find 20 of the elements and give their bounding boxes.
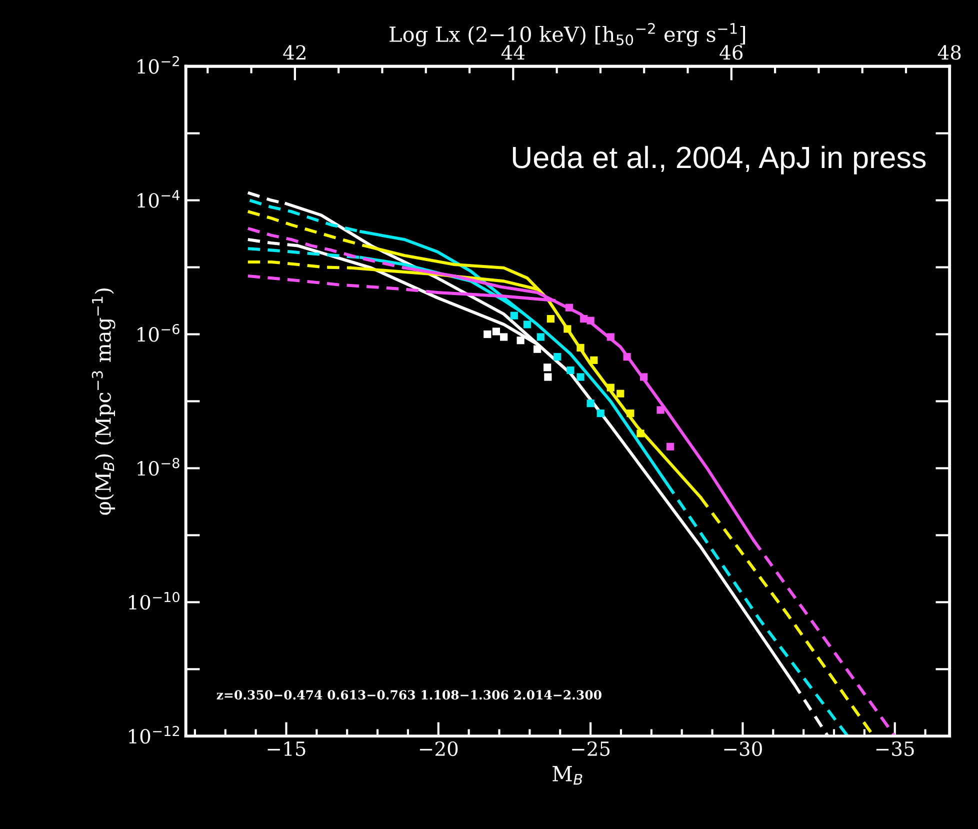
annotation: z=0.350−0.474 0.613−0.763 1.108−1.306 2.014−2.300 [216, 690, 602, 700]
y-tick-label: 10$^{−6}$ [138, 324, 180, 342]
x-tick-label: −30 [724, 741, 762, 756]
x-tick-label: −20 [420, 741, 458, 756]
y-tick-label: 10$^{−8}$ [138, 458, 180, 476]
x2-tick-label: 46 [720, 45, 743, 60]
x-axis-title: M$_{B}$ [552, 766, 582, 785]
x-tick-label: −25 [572, 741, 610, 756]
annotation: Ueda et al., 2004, ApJ in press [512, 146, 926, 174]
x2-tick-label: 48 [938, 45, 961, 60]
y-tick-label: 10$^{−4}$ [138, 190, 180, 208]
x2-tick-label: 44 [501, 45, 525, 60]
x2-tick-label: 42 [283, 45, 306, 60]
x-tick-label: −15 [268, 741, 306, 756]
x-tick-label: −35 [876, 741, 914, 756]
y-tick-label: 10$^{−12}$ [129, 726, 179, 744]
y-tick-label: 10$^{−2}$ [138, 56, 179, 74]
y-tick-label: 10$^{−10}$ [129, 592, 180, 610]
x2-axis-title: Log Lx (2−10 keV) [h$_{50}$$^{−2}$ erg s$^{−1}$] [390, 22, 746, 46]
y-axis-title: φ(M$_{B}$) (Mpc$^{−3}$ mag$^{−1}$) [92, 288, 116, 515]
